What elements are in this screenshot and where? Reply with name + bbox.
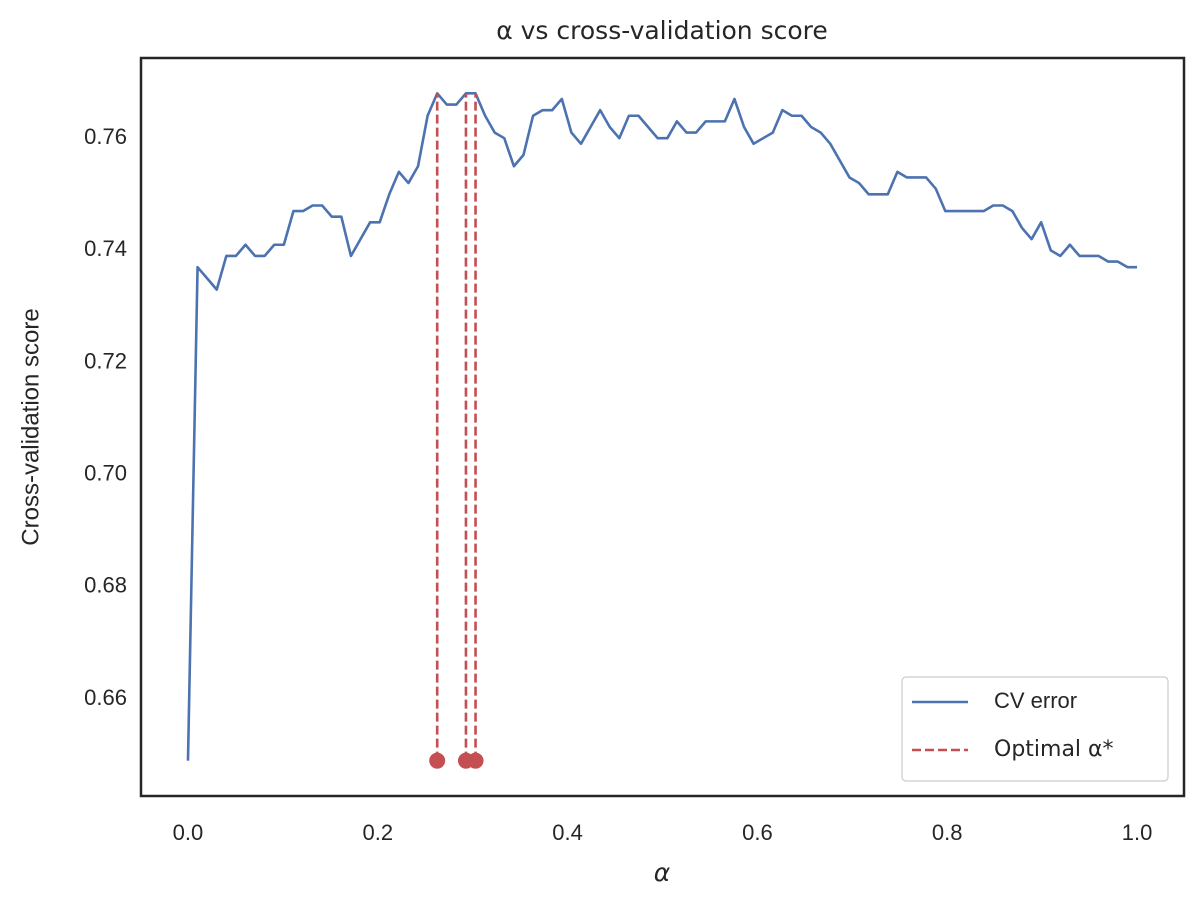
plot-frame [139, 56, 1186, 798]
y-tick-label: 0.68 [84, 573, 127, 598]
x-tick-label: 0.6 [742, 820, 773, 845]
x-tick-label: 1.0 [1122, 820, 1153, 845]
y-tick-label: 0.74 [84, 236, 127, 261]
y-axis-label: Cross-validation score [17, 308, 44, 545]
cv-line [186, 92, 1138, 761]
x-tick-label: 0.4 [552, 820, 583, 845]
x-tick-label: 0.8 [932, 820, 963, 845]
x-tick-label: 0.0 [173, 820, 204, 845]
y-tick-label: 0.66 [84, 685, 127, 710]
y-tick-label: 0.70 [84, 460, 127, 485]
x-axis-label: α [654, 858, 671, 887]
optimal-marker [429, 752, 446, 769]
y-tick-label: 0.76 [84, 124, 127, 149]
optimal-marker [467, 752, 484, 769]
legend-label: CV error [994, 688, 1077, 713]
x-tick-label: 0.2 [362, 820, 393, 845]
chart-title: α vs cross-validation score [496, 16, 828, 45]
y-tick-label: 0.72 [84, 348, 127, 373]
legend-label: Optimal α* [994, 737, 1114, 762]
legend-box [901, 676, 1169, 782]
